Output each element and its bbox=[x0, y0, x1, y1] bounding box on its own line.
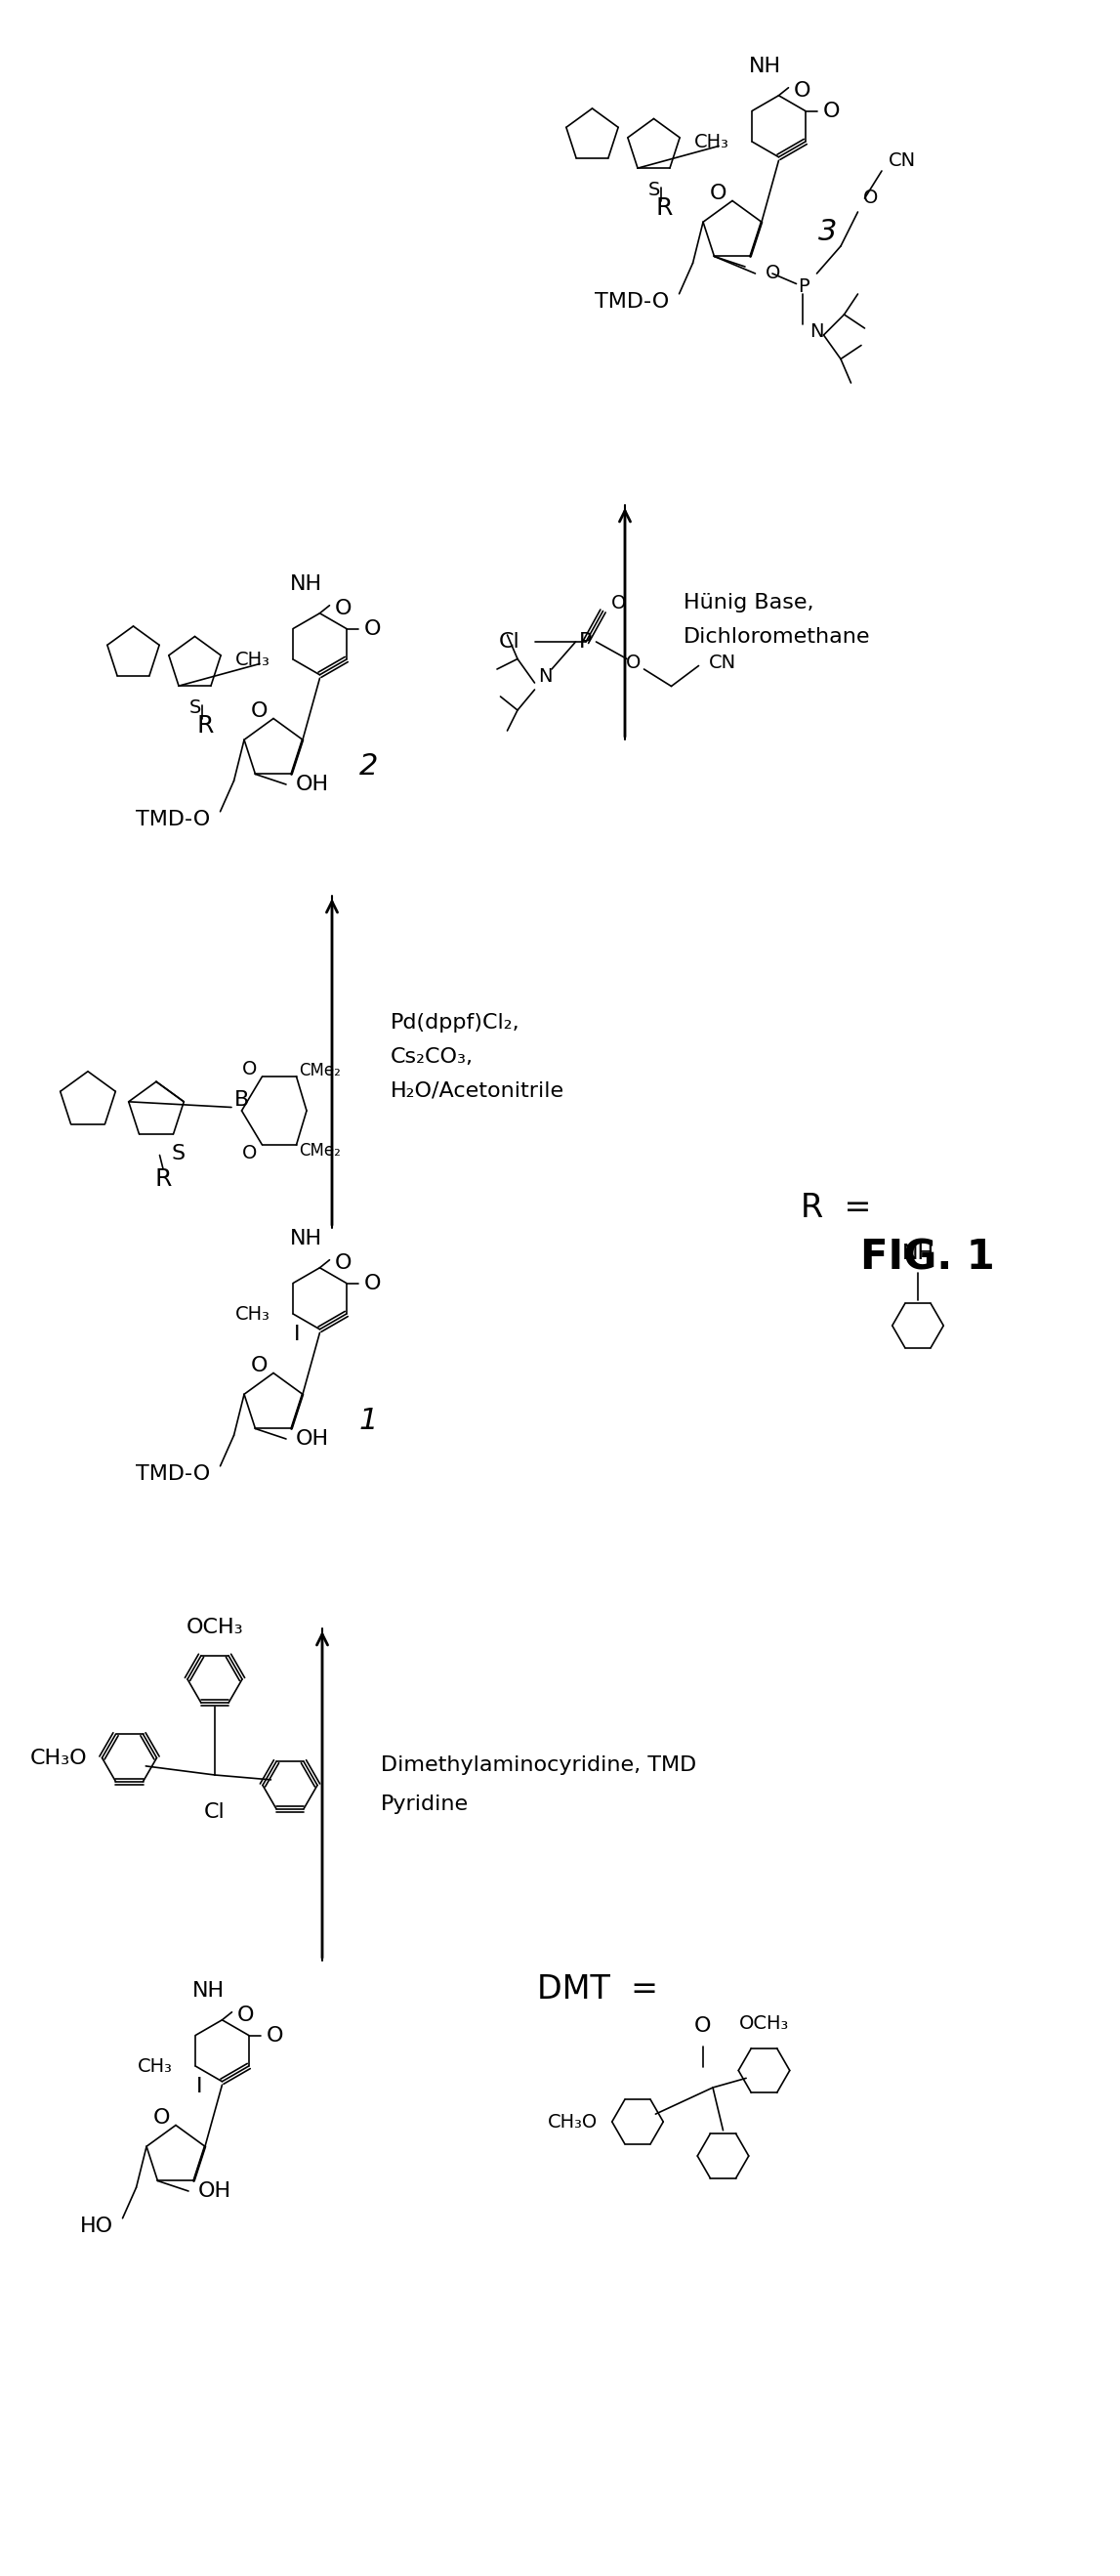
Text: HO: HO bbox=[80, 2215, 113, 2236]
Text: CH₃O: CH₃O bbox=[30, 1749, 87, 1767]
Text: OH: OH bbox=[296, 775, 329, 793]
Text: R  =: R = bbox=[801, 1193, 871, 1224]
Text: NH: NH bbox=[749, 57, 782, 75]
Text: Pd(dppf)Cl₂,: Pd(dppf)Cl₂, bbox=[391, 1012, 520, 1033]
Text: O: O bbox=[364, 618, 381, 639]
Text: O: O bbox=[765, 265, 780, 283]
Text: O: O bbox=[610, 595, 626, 613]
Text: CN: CN bbox=[709, 654, 736, 672]
Text: P: P bbox=[579, 631, 592, 652]
Text: B: B bbox=[234, 1090, 249, 1110]
Text: N: N bbox=[538, 667, 552, 685]
Text: CN: CN bbox=[888, 152, 916, 170]
Text: NH: NH bbox=[902, 1244, 934, 1262]
Text: TMD-O: TMD-O bbox=[136, 1463, 211, 1484]
Text: S: S bbox=[647, 180, 660, 201]
Text: CMe₂: CMe₂ bbox=[299, 1141, 342, 1159]
Text: O: O bbox=[823, 100, 840, 121]
Text: R: R bbox=[197, 714, 214, 737]
Text: TMD-O: TMD-O bbox=[595, 291, 670, 312]
Text: I: I bbox=[196, 2076, 203, 2097]
Text: OH: OH bbox=[296, 1430, 329, 1448]
Text: R: R bbox=[155, 1167, 171, 1190]
Text: O: O bbox=[335, 598, 352, 618]
Text: CH₃: CH₃ bbox=[138, 2056, 172, 2076]
Text: S: S bbox=[189, 698, 200, 719]
Text: O: O bbox=[250, 1355, 268, 1376]
Text: S: S bbox=[171, 1144, 186, 1164]
Text: Dichloromethane: Dichloromethane bbox=[683, 626, 870, 647]
Text: Cl: Cl bbox=[204, 1803, 225, 1821]
Text: CH₃O: CH₃O bbox=[548, 2112, 597, 2130]
Text: CMe₂: CMe₂ bbox=[299, 1061, 342, 1079]
Text: O: O bbox=[250, 701, 268, 721]
Text: Cs₂CO₃,: Cs₂CO₃, bbox=[391, 1048, 474, 1066]
Text: O: O bbox=[709, 183, 726, 204]
Text: O: O bbox=[267, 2025, 283, 2045]
Text: Dimethylaminocyridine, TMD: Dimethylaminocyridine, TMD bbox=[381, 1754, 697, 1775]
Text: NH: NH bbox=[290, 574, 323, 592]
Text: Cl: Cl bbox=[498, 631, 520, 652]
Text: O: O bbox=[694, 2017, 711, 2035]
Text: CH₃: CH₃ bbox=[694, 131, 729, 152]
Text: O: O bbox=[862, 188, 878, 209]
Text: P: P bbox=[797, 278, 809, 296]
Text: N: N bbox=[810, 322, 824, 340]
Text: OH: OH bbox=[198, 2182, 232, 2200]
Text: CH₃: CH₃ bbox=[235, 649, 271, 670]
Text: 1: 1 bbox=[358, 1406, 377, 1435]
Text: Hünig Base,: Hünig Base, bbox=[683, 592, 814, 613]
Text: FIG. 1: FIG. 1 bbox=[860, 1236, 995, 1278]
Text: O: O bbox=[242, 1144, 258, 1162]
Text: O: O bbox=[364, 1273, 381, 1293]
Text: H₂O/Acetonitrile: H₂O/Acetonitrile bbox=[391, 1082, 564, 1100]
Text: O: O bbox=[335, 1252, 352, 1273]
Text: O: O bbox=[236, 2004, 254, 2025]
Text: TMD-O: TMD-O bbox=[136, 809, 211, 829]
Text: O: O bbox=[626, 654, 642, 672]
Text: 2: 2 bbox=[358, 752, 377, 781]
Text: NH: NH bbox=[193, 1981, 225, 2002]
Text: R: R bbox=[655, 196, 672, 219]
Text: Pyridine: Pyridine bbox=[381, 1795, 469, 1814]
Text: DMT  =: DMT = bbox=[538, 1973, 659, 2007]
Text: OCH₃: OCH₃ bbox=[739, 2014, 790, 2032]
Text: O: O bbox=[242, 1059, 258, 1077]
Text: O: O bbox=[793, 80, 811, 100]
Text: OCH₃: OCH₃ bbox=[186, 1618, 243, 1638]
Text: NH: NH bbox=[290, 1229, 323, 1249]
Text: I: I bbox=[293, 1324, 300, 1345]
Text: 3: 3 bbox=[818, 216, 837, 245]
Text: CH₃: CH₃ bbox=[235, 1303, 271, 1324]
Text: O: O bbox=[152, 2107, 170, 2128]
